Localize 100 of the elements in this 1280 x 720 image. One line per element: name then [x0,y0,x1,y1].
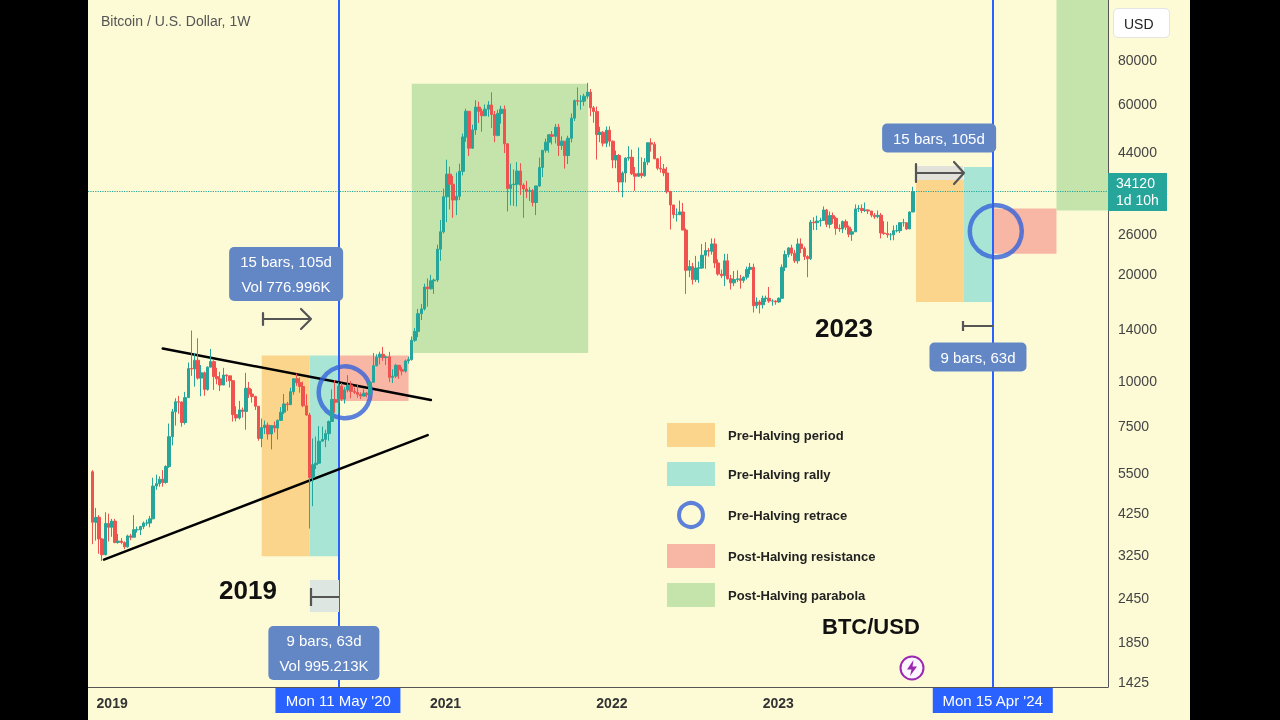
candlestick [231,379,235,423]
x-tick-label: 2019 [96,695,128,711]
candlestick [244,372,248,431]
legend-label: Pre-Halving retrace [728,507,848,523]
candlestick [595,106,599,161]
candlestick [886,221,889,239]
candlestick [815,215,819,231]
ref-line-label: Mon 15 Apr '24 [932,688,1053,713]
text: Bitcoin / U.S. Dollar, 1W [101,13,251,29]
candlestick [745,266,749,281]
ref-line-label: 34120 1d 10h [1108,172,1167,211]
y-tick-label: 26000 [1118,225,1158,242]
y-tick-label: 1425 [1118,674,1150,691]
candlestick [688,259,691,278]
candlestick [691,262,694,285]
candlestick [496,109,500,137]
annotation: 2019 [219,574,277,605]
candlestick [260,418,263,448]
y-tick-label: 10000 [1118,373,1158,390]
candlestick [91,469,94,545]
candlestick [190,330,193,377]
candlestick [841,220,844,234]
candlestick [796,237,800,265]
annotation: 9 bars, 63d [929,342,1027,372]
candlestick [365,391,369,398]
candlestick [755,296,758,310]
candlestick [637,147,640,178]
candlestick [487,100,490,118]
candlestick [898,221,902,234]
candlestick [199,364,203,397]
candlestick [758,299,761,314]
candlestick [710,237,714,256]
candlestick [400,366,404,376]
legend-label: Post-Halving resistance [728,548,876,564]
y-tick-label: 80000 [1118,52,1158,69]
legend-label: Pre-Halving rally [728,466,832,482]
candlestick [866,208,870,215]
candlestick [120,537,123,545]
candlestick [238,400,241,421]
candlestick [94,507,98,542]
candlestick [139,525,142,536]
x-tick-label: 2022 [596,695,628,711]
candlestick [617,153,621,193]
candlestick [381,346,385,362]
candlestick [356,383,359,399]
y-tick-label: 44000 [1118,144,1158,161]
y-tick-label: 1850 [1118,633,1150,650]
candlestick [825,208,828,228]
candlestick [873,212,876,220]
candlestick [863,201,867,213]
y-tick-label: 3250 [1118,546,1150,563]
candlestick [550,130,554,145]
annotation: BTC/USD [822,613,920,640]
candlestick [704,241,707,270]
candlestick [659,155,662,174]
candlestick [222,367,225,386]
candlestick [467,110,471,157]
candlestick [193,352,196,388]
candlestick [860,203,864,214]
candlestick [879,212,883,239]
ref-line-label: Mon 11 May '20 [275,688,401,713]
candlestick [732,270,736,287]
candlestick [605,126,608,148]
candlestick [317,425,321,465]
candlestick [378,351,382,365]
candlestick [247,381,251,399]
candlestick [560,135,564,151]
y-tick-label: 14000 [1118,321,1158,338]
candlestick [129,533,133,541]
candlestick [132,514,136,538]
candlestick [270,424,273,450]
candlestick [107,513,110,543]
candlestick [771,298,774,307]
candlestick [362,388,366,398]
candlestick [196,337,200,381]
candlestick [388,351,391,383]
candlestick [870,210,873,218]
candlestick [576,86,579,106]
annotation: 9 bars, 63d Vol 995.213K [268,626,380,680]
candlestick [337,381,340,414]
candlestick [579,94,583,111]
candlestick [241,407,244,419]
candlestick [707,247,710,258]
candlestick [774,299,777,306]
candlestick [333,379,337,414]
candlestick [640,156,643,179]
candlestick [349,380,353,399]
candlestick [736,269,739,283]
candlestick [266,422,270,441]
candlestick [225,373,228,383]
candlestick [116,533,120,545]
candlestick [809,219,812,261]
candlestick [212,359,216,391]
y-tick-label: 5500 [1118,465,1150,482]
legend-label: Post-Halving parabola [728,587,867,603]
candlestick [429,274,433,291]
candlestick [601,130,605,147]
candlestick [311,437,315,507]
candlestick [391,368,394,384]
candlestick [557,123,560,157]
